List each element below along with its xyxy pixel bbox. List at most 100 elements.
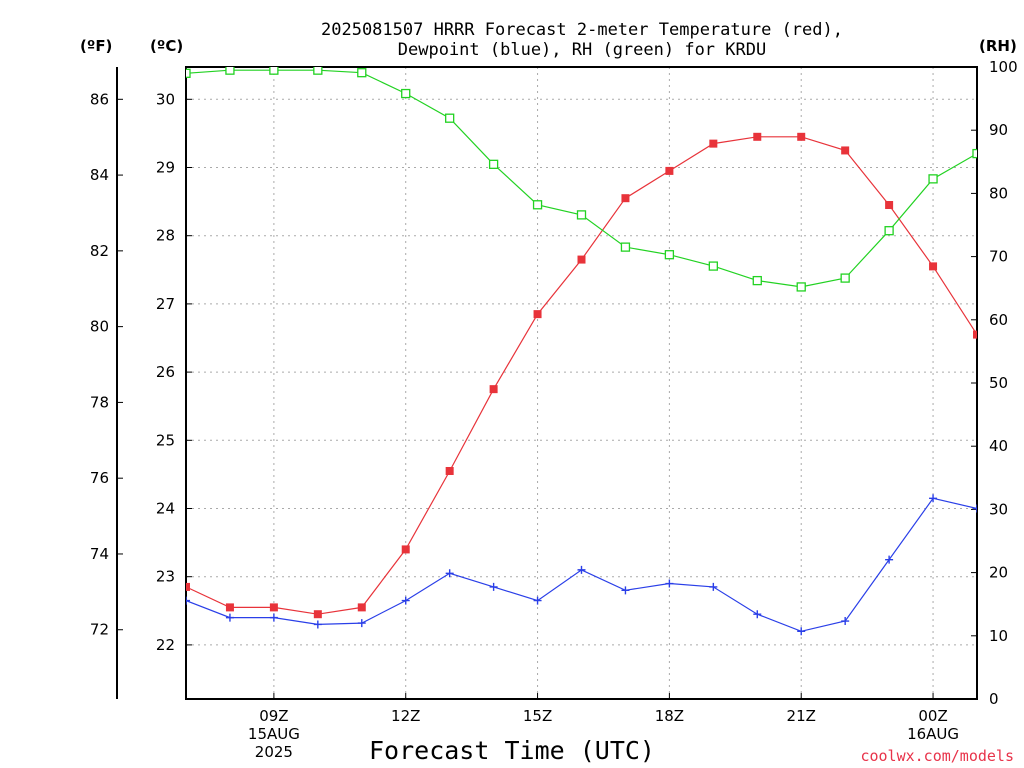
- point-temperature-17: [621, 194, 630, 203]
- point-temperature-24: [929, 262, 938, 271]
- x-tick-label-9-line-2: 15AUG: [248, 725, 300, 743]
- x-tick-label-9-line-1: 09Z: [259, 707, 288, 725]
- x-tick-label-21-line-1: 21Z: [787, 707, 816, 725]
- point-temperature-20: [753, 132, 762, 141]
- point-rh-16: [576, 210, 587, 220]
- fahrenheit-tick-label-84: 84: [90, 166, 109, 184]
- point-rh-23: [884, 226, 894, 236]
- rh-unit-label: (RH): [979, 37, 1017, 55]
- fahrenheit-tick-label-82: 82: [90, 242, 109, 260]
- plot-frame: [185, 66, 978, 700]
- point-rh-9: [269, 67, 279, 75]
- point-temperature-13: [445, 466, 454, 475]
- point-temperature-10: [313, 610, 322, 619]
- rh-tick-label-90: 90: [989, 121, 1008, 139]
- point-dewpoint-16: [577, 565, 586, 574]
- point-dewpoint-24: [929, 494, 938, 503]
- point-dewpoint-7: [186, 596, 190, 605]
- point-dewpoint-23: [885, 555, 894, 564]
- fahrenheit-unit-label: (ºF): [80, 37, 112, 55]
- point-rh-14: [488, 159, 499, 169]
- point-dewpoint-11: [357, 619, 366, 628]
- point-temperature-12: [401, 545, 410, 554]
- series-line-rh: [186, 69, 977, 288]
- point-temperature-8: [225, 603, 234, 612]
- point-temperature-9: [269, 603, 278, 612]
- fahrenheit-tick-label-78: 78: [90, 393, 109, 411]
- point-dewpoint-15: [533, 596, 542, 605]
- point-temperature-14: [489, 385, 498, 394]
- point-rh-7: [186, 68, 191, 78]
- point-rh-18: [664, 250, 675, 260]
- point-dewpoint-18: [665, 579, 674, 588]
- celsius-tick-label-29: 29: [156, 159, 175, 177]
- fahrenheit-tick-label-80: 80: [90, 318, 109, 336]
- x-tick-label-9-line-3: 2025: [255, 743, 293, 761]
- series-dewpoint: [186, 494, 977, 636]
- point-dewpoint-25: [973, 504, 977, 513]
- point-rh-20: [752, 275, 762, 286]
- point-dewpoint-13: [445, 569, 454, 578]
- point-rh-21: [796, 282, 806, 292]
- x-tick-label-15-line-1: 15Z: [523, 707, 552, 725]
- point-dewpoint-8: [225, 613, 234, 622]
- rh-tick-label-60: 60: [989, 311, 1008, 329]
- point-dewpoint-17: [621, 586, 630, 595]
- rh-tick-label-100: 100: [989, 58, 1018, 76]
- rh-tick-label-70: 70: [989, 248, 1008, 266]
- chart-axes: [116, 66, 978, 700]
- point-rh-13: [445, 113, 455, 123]
- series-rh: [186, 67, 977, 292]
- fahrenheit-tick-label-74: 74: [90, 545, 109, 563]
- chart-title-line-1: 2025081507 HRRR Forecast 2-meter Tempera…: [321, 20, 843, 40]
- fahrenheit-tick-label-76: 76: [90, 469, 109, 487]
- point-rh-19: [708, 261, 718, 271]
- point-temperature-25: [973, 330, 977, 339]
- x-axis-title: Forecast Time (UTC): [369, 736, 655, 765]
- rh-tick-label-10: 10: [989, 627, 1008, 645]
- grid-lines: [186, 67, 977, 699]
- point-dewpoint-12: [401, 596, 410, 605]
- point-rh-25: [972, 148, 977, 159]
- rh-tick-label-40: 40: [989, 437, 1008, 455]
- x-tick-label-24-line-2: 16AUG: [907, 725, 959, 743]
- x-tick-label-24-line-1: 00Z: [918, 707, 947, 725]
- point-temperature-15: [533, 310, 542, 319]
- celsius-tick-label-23: 23: [156, 568, 175, 586]
- point-temperature-21: [797, 132, 806, 141]
- point-rh-12: [401, 88, 411, 99]
- point-dewpoint-20: [753, 610, 762, 619]
- point-temperature-23: [885, 201, 894, 210]
- celsius-tick-label-28: 28: [156, 227, 175, 245]
- data-series: [186, 67, 977, 636]
- rh-tick-label-20: 20: [989, 564, 1008, 582]
- celsius-tick-label-30: 30: [156, 90, 175, 108]
- point-temperature-7: [186, 582, 190, 591]
- celsius-tick-label-24: 24: [156, 500, 175, 518]
- credit-text: coolwx.com/models: [860, 747, 1014, 765]
- point-rh-15: [532, 200, 543, 210]
- point-temperature-11: [357, 603, 366, 612]
- rh-tick-label-80: 80: [989, 184, 1008, 202]
- point-dewpoint-9: [269, 613, 278, 622]
- point-rh-10: [313, 67, 323, 75]
- rh-tick-label-30: 30: [989, 500, 1008, 518]
- point-rh-24: [928, 174, 938, 184]
- point-temperature-22: [841, 146, 850, 155]
- point-dewpoint-10: [313, 620, 322, 629]
- x-tick-label-12-line-1: 12Z: [391, 707, 420, 725]
- point-dewpoint-19: [709, 582, 718, 591]
- point-dewpoint-22: [841, 617, 850, 626]
- point-dewpoint-14: [489, 582, 498, 591]
- celsius-tick-label-27: 27: [156, 295, 175, 313]
- series-line-dewpoint: [186, 497, 977, 632]
- series-temperature: [186, 132, 977, 619]
- point-rh-11: [357, 68, 367, 78]
- fahrenheit-tick-label-72: 72: [90, 621, 109, 639]
- x-tick-label-18-line-1: 18Z: [655, 707, 684, 725]
- point-rh-22: [840, 273, 850, 283]
- celsius-tick-label-25: 25: [156, 431, 175, 449]
- axis-tick-labels: 72 74 76 78 80 82 84 86 22 23 24 25 26 27 28 29 30 0 10 20 3…: [90, 58, 1018, 761]
- point-rh-8: [225, 67, 235, 75]
